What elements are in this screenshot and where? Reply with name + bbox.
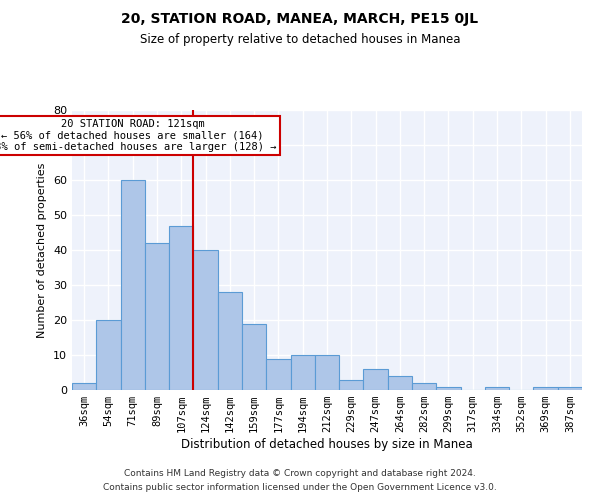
- Bar: [412, 383, 436, 390]
- Bar: [339, 380, 364, 390]
- Bar: [436, 386, 461, 390]
- Y-axis label: Number of detached properties: Number of detached properties: [37, 162, 47, 338]
- Text: Contains HM Land Registry data © Crown copyright and database right 2024.: Contains HM Land Registry data © Crown c…: [124, 468, 476, 477]
- Bar: [72, 383, 96, 390]
- Bar: [533, 386, 558, 390]
- Bar: [121, 180, 145, 390]
- Bar: [169, 226, 193, 390]
- Bar: [145, 243, 169, 390]
- Text: 20, STATION ROAD, MANEA, MARCH, PE15 0JL: 20, STATION ROAD, MANEA, MARCH, PE15 0JL: [121, 12, 479, 26]
- Bar: [218, 292, 242, 390]
- Text: Contains public sector information licensed under the Open Government Licence v3: Contains public sector information licen…: [103, 484, 497, 492]
- Text: 20 STATION ROAD: 121sqm
← 56% of detached houses are smaller (164)
43% of semi-d: 20 STATION ROAD: 121sqm ← 56% of detache…: [0, 118, 277, 152]
- Bar: [96, 320, 121, 390]
- Bar: [290, 355, 315, 390]
- Bar: [315, 355, 339, 390]
- Bar: [364, 369, 388, 390]
- Bar: [193, 250, 218, 390]
- Bar: [558, 386, 582, 390]
- Text: Size of property relative to detached houses in Manea: Size of property relative to detached ho…: [140, 32, 460, 46]
- Bar: [266, 358, 290, 390]
- Bar: [485, 386, 509, 390]
- X-axis label: Distribution of detached houses by size in Manea: Distribution of detached houses by size …: [181, 438, 473, 451]
- Bar: [388, 376, 412, 390]
- Bar: [242, 324, 266, 390]
